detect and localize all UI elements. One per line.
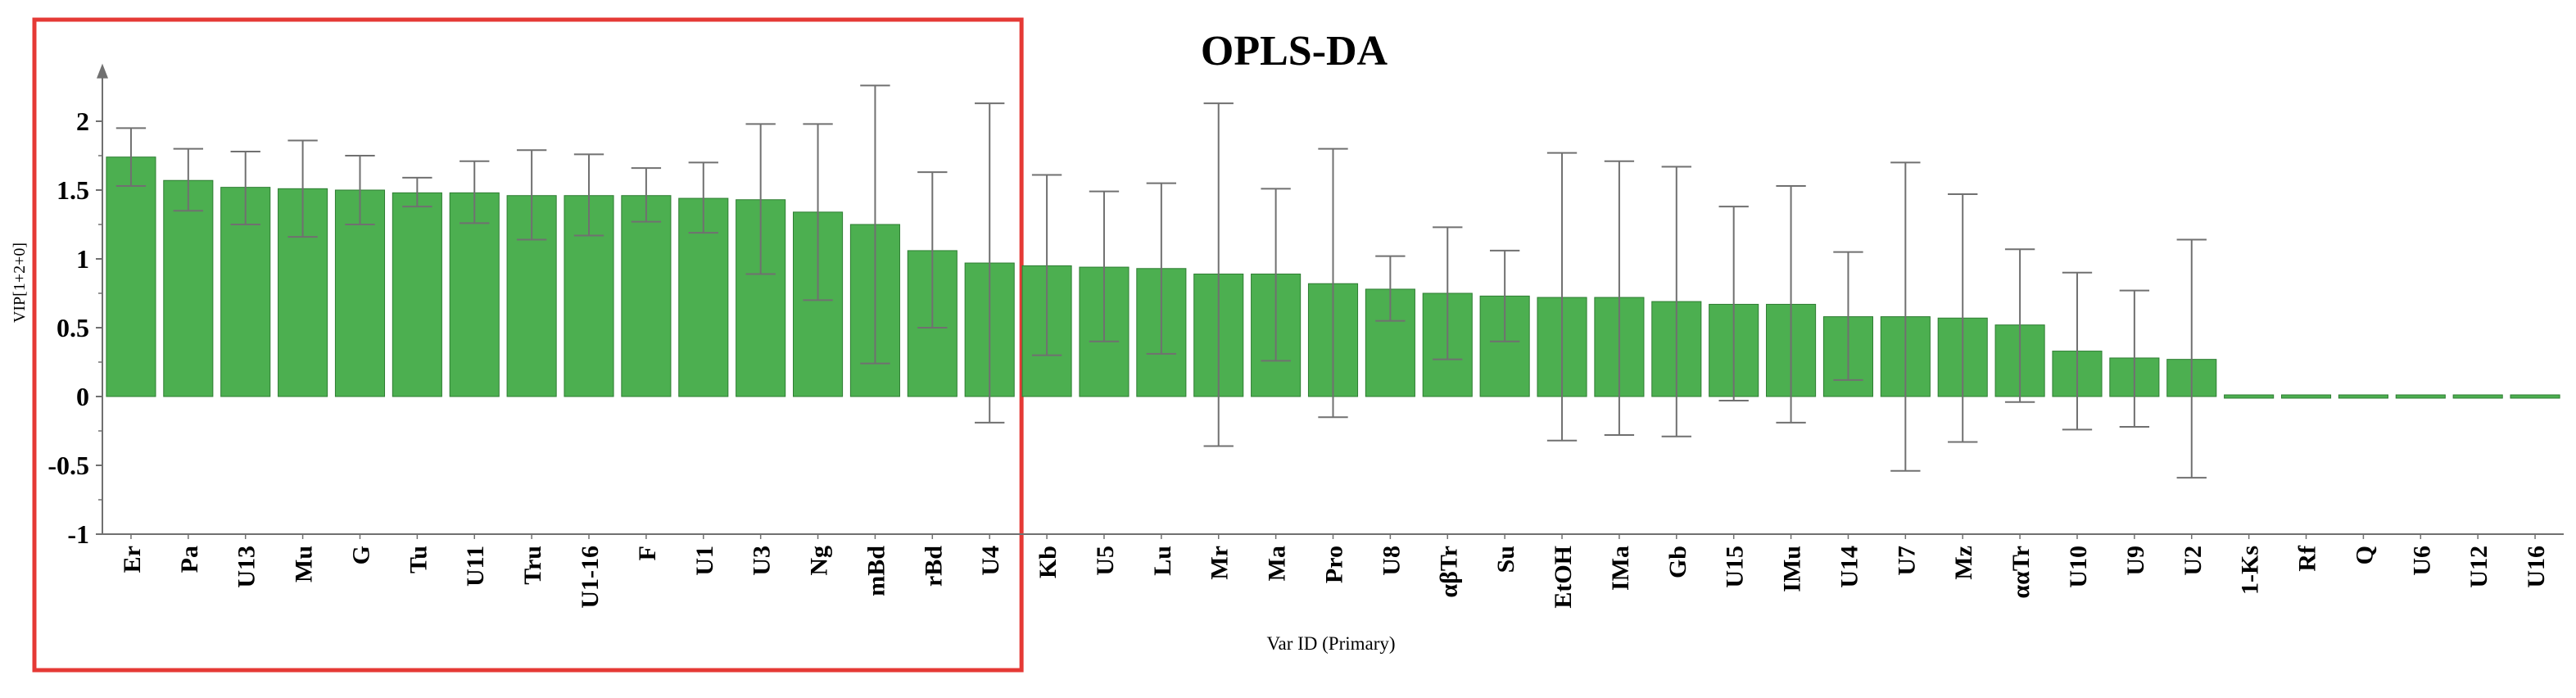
x-tick-label: U3 [749,546,776,576]
x-tick-label: ααTr [2008,546,2035,599]
chart-title: OPLS-DA [1201,28,1388,75]
x-tick-label: U6 [2408,546,2435,576]
x-tick-label: Er [119,546,146,573]
bar [106,156,156,397]
x-tick-label: Ng [806,546,833,576]
x-tick-label: IMa [1607,546,1634,591]
error-bars [115,84,2207,479]
x-tick-label: G [347,546,374,564]
x-tick-label: Rf [2294,545,2321,572]
x-tick-label: U9 [2122,546,2149,576]
x-tick-label: U8 [1378,546,1405,576]
x-tick-label: rBd [920,546,947,587]
highlight-box [32,17,1024,673]
x-tick-label: F [634,546,661,560]
y-tick-label: 0.5 [57,313,89,342]
x-tick-label: Q [2351,546,2378,564]
x-tick-label: U14 [1836,546,1863,588]
bar [2280,394,2332,399]
x-tick-label: Su [1492,546,1519,573]
bar [621,195,672,397]
x-tick-label: Pa [176,546,203,573]
x-tick-label: αβTr [1435,546,1462,598]
y-tick-label: 1 [76,244,89,274]
axes: -1 -0.5 0 0.5 1 1.5 2 [48,63,2564,549]
bar [449,192,500,397]
x-tick-label: U12 [2465,546,2492,588]
x-tick-label: Mr [1207,546,1234,580]
y-tick-label: 1.5 [57,175,89,205]
x-tick-label: U1 [691,546,718,576]
x-tick-label: EtOH [1550,546,1577,609]
x-tick-label: U4 [977,546,1004,576]
x-tick-label: U10 [2065,546,2092,588]
bar [2395,394,2446,399]
bar [2338,394,2388,399]
bar [2224,394,2275,399]
x-tick-label: Kb [1034,546,1062,578]
y-tick-label: -1 [67,519,89,549]
y-axis-label: VIP[1+2+0] [11,242,29,323]
bar [163,179,214,397]
x-tick-label: Tru [519,546,546,585]
x-tick-label: U7 [1893,546,1920,576]
y-tick-label: 2 [76,107,89,136]
x-tick-label: U13 [233,546,260,588]
x-tick-label: U15 [1722,546,1749,588]
y-tick-label: -0.5 [48,451,89,480]
x-tick-label: Mu [291,546,318,582]
x-tick-label: IMu [1779,546,1806,592]
x-tick-label: mBd [862,546,890,596]
x-tick-label: Tu [405,546,432,573]
bar [736,199,786,397]
x-tick-label: Gb [1664,546,1691,578]
x-tick-label: U5 [1092,546,1119,576]
bar [2510,394,2560,399]
x-tick-label: U2 [2180,546,2207,576]
y-axis-arrow-icon [97,63,108,79]
x-tick-label: Mz [1950,546,1977,580]
x-tick-label: Pro [1321,546,1348,583]
x-tick-label: 1-Ks [2237,546,2264,595]
x-tick-label: Ma [1264,546,1291,581]
x-axis-label: Var ID (Primary) [1266,633,1395,654]
x-tick-label: U11 [462,546,489,587]
bar [392,192,442,397]
x-tick-label: U1-16 [577,546,604,609]
y-tick-label: 0 [76,382,89,411]
bar [2452,394,2503,399]
x-tick-label: Lu [1149,546,1176,576]
x-tick-label: U16 [2523,546,2550,588]
x-tick-labels: Er Pa U13 Mu G Tu U11 Tru U1-16 F U1 U3 Ng mBd rBd U4 Kb… [119,545,2550,609]
